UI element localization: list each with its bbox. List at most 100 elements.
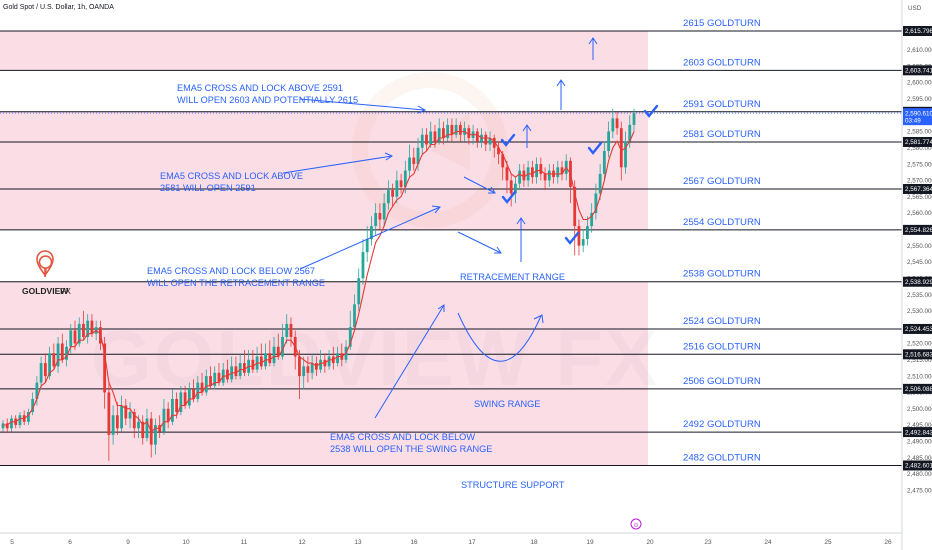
candle-body-148 [624,141,627,168]
candle-body-29 [120,405,123,429]
candle-body-47 [196,382,200,399]
arrow-head-2 [384,152,394,161]
arrow-head-9 [556,79,566,87]
candle-body-9 [35,382,39,399]
check-icon-5 [643,104,659,118]
candle-body-144 [607,131,610,152]
replay-circle-icon[interactable] [630,518,642,530]
goldview-marker-icon [36,250,54,277]
price-tick-24: 2,490.000 [907,439,932,446]
candle-body-90 [378,213,382,220]
current-price-tag: 2,590.610 [905,110,932,117]
level-tag-bg-4 [903,136,932,147]
level-tag-4: 2,581.774 [905,139,932,146]
level-tag-6: 2,554.826 [905,227,932,234]
structure-support-label: STRUCTURE SUPPORT [461,480,565,490]
candle-body-54 [226,369,229,380]
checkmarks [500,104,659,245]
candle-body-141 [594,193,598,214]
candle-body-97 [408,157,411,171]
level-tag-bg-8 [903,323,932,334]
logo-suffix: FX [60,286,71,296]
candle-body-85 [357,278,361,305]
date-tick-2: 6 [68,539,72,546]
date-tick-11: 19 [586,539,594,546]
level-tag-bg-11 [903,427,932,438]
candle-body-32 [132,411,136,429]
arrow-note-3 [299,206,441,270]
replay-glyph-icon[interactable]: ⊙ [634,522,639,529]
level-tag-7: 2,538.929 [905,279,932,286]
price-tick-8: 2,570.000 [907,178,932,185]
candle-body-42 [175,398,179,412]
candle-body-105 [442,128,445,138]
arrow-head-5 [494,246,502,254]
candle-body-27 [111,415,115,435]
currency-label[interactable]: USD [908,5,922,12]
price-tick-13: 2,545.000 [907,259,932,266]
chart-title: Gold Spot / U.S. Dollar, 1h, OANDA [3,4,114,11]
candle-body-11 [43,363,47,377]
candle-body-80 [336,353,339,364]
candle-body-33 [137,421,140,429]
candle-body-49 [204,376,208,393]
candle-body-5 [18,415,22,426]
candle-body-13 [52,353,56,367]
candle-body-26 [107,392,111,435]
candle-body-103 [433,131,437,142]
note-2-line-1: EMA5 CROSS AND LOCK ABOVE [160,171,303,181]
candle-body-1 [1,423,5,429]
candle-body-19 [77,323,81,344]
arrow-head-8 [522,124,532,132]
level-label-11: 2492 GOLDTURN [683,419,761,430]
level-tag-2: 2,603.741 [905,68,932,75]
price-tick-6: 2,580.000 [907,145,932,152]
candle-body-34 [141,421,145,439]
candle-body-142 [598,173,602,194]
candle-body-48 [200,382,204,393]
date-tick-14: 24 [764,539,772,546]
candle-body-64 [268,353,272,364]
candle-body-95 [399,180,403,187]
countdown-tag: 03:49 [905,118,921,125]
arrow-retrace-2 [463,176,496,194]
goldview-logo: GOLDVIEW FX [22,250,71,296]
zone-band-1 [0,31,648,71]
candle-body-30 [124,405,128,419]
candle-body-99 [416,147,420,165]
candle-body-87 [365,239,369,253]
candle-body-18 [73,330,77,344]
candle-body-92 [386,190,390,204]
price-tick-19: 2,515.000 [907,357,932,364]
note-3-line-1: EMA5 CROSS AND LOCK BELOW 2567 [147,266,315,276]
candle-body-16 [65,346,68,360]
price-tick-3: 2,600.000 [907,80,932,87]
price-tick-16: 2,530.000 [907,308,932,315]
candle-body-51 [213,372,217,386]
candle-body-89 [374,213,378,227]
replay-icon[interactable]: ⊙ [630,518,642,530]
price-tick-27: 2,475.000 [907,487,932,494]
annotations: EMA5 CROSS AND LOCK ABOVE 2591 WILL OPEN… [147,83,565,490]
date-tick-1: 5 [10,539,14,546]
check-icon-2 [501,190,517,204]
level-label-5: 2567 GOLDTURN [683,176,761,187]
candle-body-43 [179,392,183,412]
candle-body-120 [505,167,509,181]
candle-body-15 [60,343,64,360]
candle-body-28 [115,415,119,429]
candle-body-107 [450,124,454,135]
candle-body-122 [514,183,517,194]
candle-body-145 [611,118,615,132]
candle-body-71 [298,356,301,377]
arrow-note-1 [299,98,425,111]
level-label-3: 2591 GOLDTURN [683,99,761,110]
candle-body-78 [327,356,331,367]
date-tick-13: 23 [704,539,712,546]
price-axis-tags: 2,615.7962,603.7412,591.0272,581.7742,56… [903,26,932,471]
candle-body-21 [86,320,90,337]
candle-body-104 [437,128,441,142]
retracement-range-label: RETRACEMENT RANGE [460,272,565,282]
candle-body-109 [458,124,462,135]
